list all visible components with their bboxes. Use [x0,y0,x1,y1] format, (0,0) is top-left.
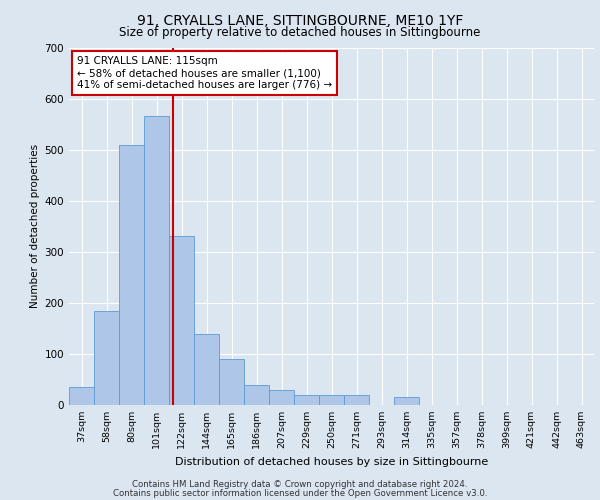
Text: Contains HM Land Registry data © Crown copyright and database right 2024.: Contains HM Land Registry data © Crown c… [132,480,468,489]
Bar [244,384,269,405]
Bar [319,395,344,405]
Bar [94,310,119,405]
Bar [269,390,294,405]
X-axis label: Distribution of detached houses by size in Sittingbourne: Distribution of detached houses by size … [175,456,488,466]
Bar [144,116,169,405]
Text: 91 CRYALLS LANE: 115sqm
← 58% of detached houses are smaller (1,100)
41% of semi: 91 CRYALLS LANE: 115sqm ← 58% of detache… [77,56,332,90]
Bar [344,395,369,405]
Text: Size of property relative to detached houses in Sittingbourne: Size of property relative to detached ho… [119,26,481,39]
Text: 91, CRYALLS LANE, SITTINGBOURNE, ME10 1YF: 91, CRYALLS LANE, SITTINGBOURNE, ME10 1Y… [137,14,463,28]
Bar [169,236,194,405]
Bar [69,387,94,405]
Y-axis label: Number of detached properties: Number of detached properties [31,144,40,308]
Text: Contains public sector information licensed under the Open Government Licence v3: Contains public sector information licen… [113,488,487,498]
Bar [294,395,319,405]
Bar [194,334,219,405]
Bar [394,398,419,405]
Bar [219,359,244,405]
Bar [119,144,144,405]
